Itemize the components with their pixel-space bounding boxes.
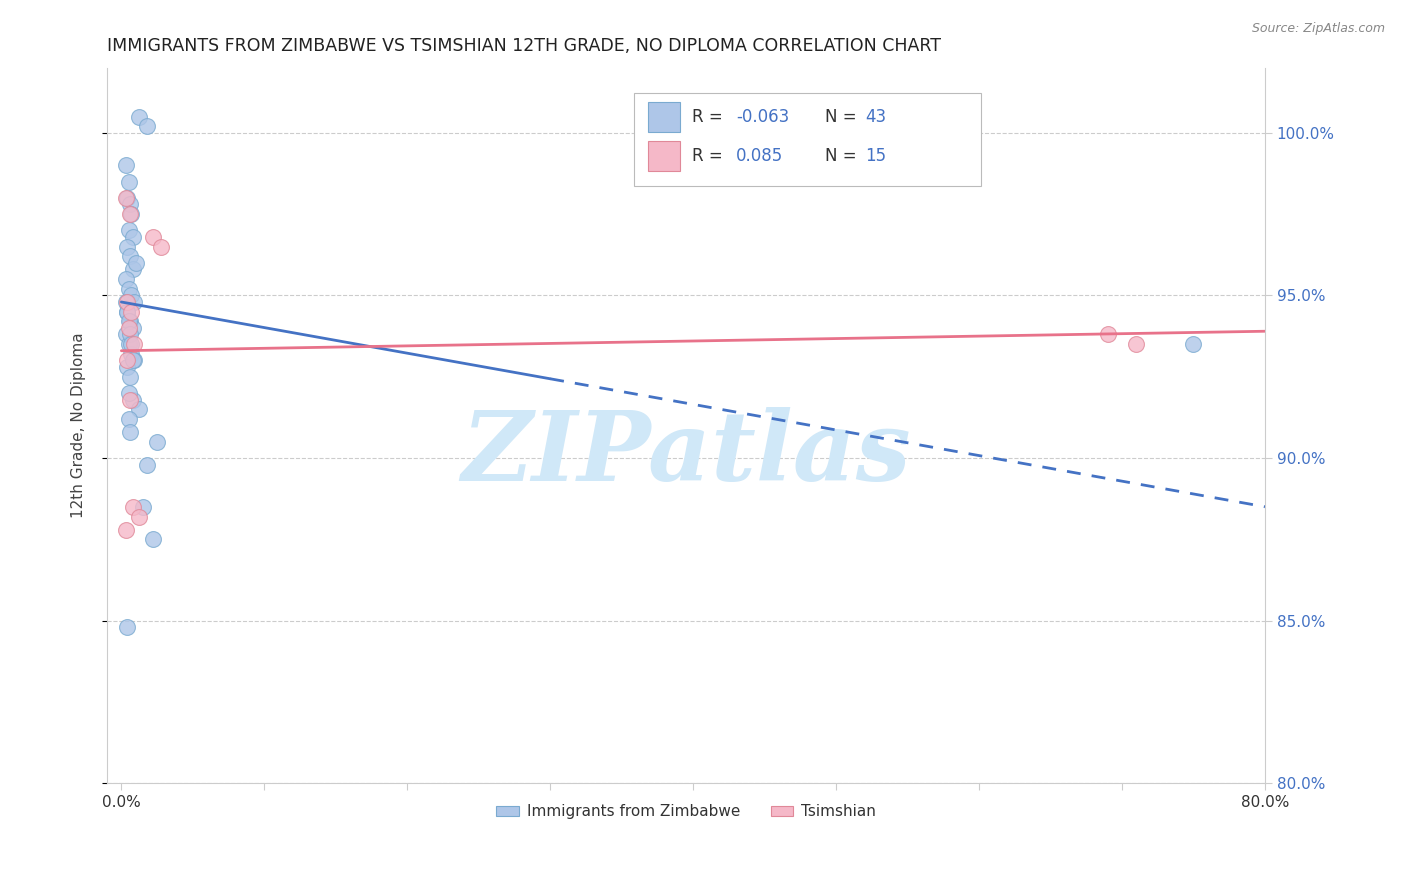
Point: [122, 337, 145, 351]
Point: [117, 412, 139, 426]
Text: 0.085: 0.085: [735, 147, 783, 165]
Point: [121, 392, 143, 407]
Point: [115, 240, 138, 254]
Point: [118, 369, 141, 384]
Point: [117, 386, 139, 401]
Point: [118, 314, 141, 328]
Point: [114, 191, 136, 205]
Point: [117, 314, 139, 328]
Point: [121, 321, 143, 335]
Point: [118, 197, 141, 211]
Point: [117, 282, 139, 296]
Point: [120, 288, 142, 302]
Point: [142, 533, 165, 547]
Point: [117, 337, 139, 351]
Point: [115, 359, 138, 374]
Point: [120, 304, 142, 318]
Point: [1097, 327, 1119, 342]
Point: [114, 159, 136, 173]
Text: N =: N =: [825, 147, 862, 165]
Point: [1182, 337, 1205, 351]
Point: [150, 240, 173, 254]
Point: [115, 191, 138, 205]
Point: [124, 256, 146, 270]
Point: [118, 250, 141, 264]
Text: 15: 15: [866, 147, 887, 165]
FancyBboxPatch shape: [634, 93, 981, 186]
Text: Source: ZipAtlas.com: Source: ZipAtlas.com: [1251, 22, 1385, 36]
Y-axis label: 12th Grade, No Diploma: 12th Grade, No Diploma: [72, 333, 86, 518]
Text: IMMIGRANTS FROM ZIMBABWE VS TSIMSHIAN 12TH GRADE, NO DIPLOMA CORRELATION CHART: IMMIGRANTS FROM ZIMBABWE VS TSIMSHIAN 12…: [107, 37, 941, 55]
Point: [121, 230, 143, 244]
Point: [121, 500, 143, 514]
Point: [118, 327, 141, 342]
Text: R =: R =: [692, 108, 728, 126]
Legend: Immigrants from Zimbabwe, Tsimshian: Immigrants from Zimbabwe, Tsimshian: [489, 798, 882, 825]
Point: [122, 353, 145, 368]
Point: [128, 110, 150, 124]
Point: [118, 207, 141, 221]
FancyBboxPatch shape: [648, 141, 681, 171]
Point: [114, 327, 136, 342]
Point: [117, 223, 139, 237]
Point: [118, 425, 141, 439]
Point: [128, 402, 150, 417]
Point: [1125, 337, 1147, 351]
Point: [115, 353, 138, 368]
Point: [132, 500, 155, 514]
Point: [114, 295, 136, 310]
Text: N =: N =: [825, 108, 862, 126]
Point: [142, 230, 165, 244]
Point: [136, 120, 159, 134]
Point: [117, 175, 139, 189]
Point: [115, 304, 138, 318]
Point: [122, 295, 145, 310]
Point: [120, 207, 142, 221]
Text: R =: R =: [692, 147, 728, 165]
Point: [114, 523, 136, 537]
Text: 43: 43: [866, 108, 887, 126]
Point: [121, 353, 143, 368]
Point: [136, 458, 159, 472]
Point: [120, 347, 142, 361]
Text: -0.063: -0.063: [735, 108, 789, 126]
Point: [121, 262, 143, 277]
Point: [120, 337, 142, 351]
Point: [115, 620, 138, 634]
Text: ZIPatlas: ZIPatlas: [461, 407, 911, 501]
Point: [146, 434, 169, 449]
Point: [115, 295, 138, 310]
Point: [114, 272, 136, 286]
Point: [118, 392, 141, 407]
FancyBboxPatch shape: [648, 102, 681, 132]
Point: [117, 321, 139, 335]
Point: [115, 304, 138, 318]
Point: [128, 509, 150, 524]
